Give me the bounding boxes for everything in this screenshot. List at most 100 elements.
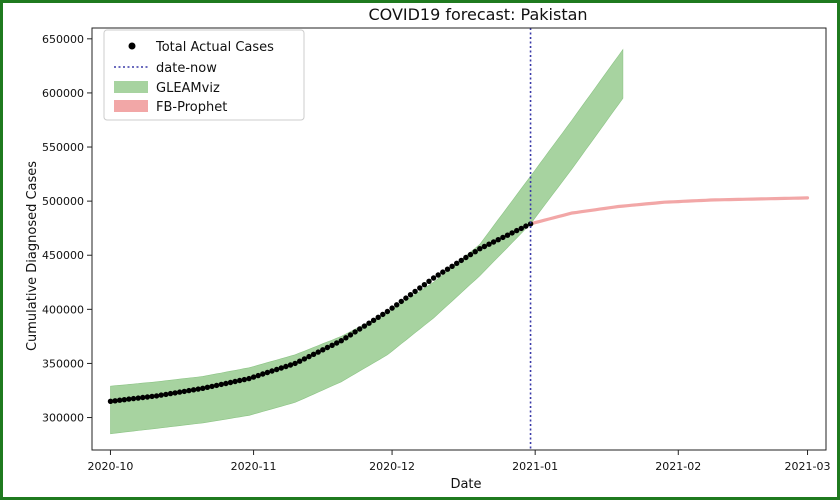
actual-cases-point — [149, 393, 155, 400]
actual-cases-point — [246, 375, 252, 382]
actual-cases-point — [223, 380, 229, 387]
actual-cases-point — [440, 269, 446, 275]
axes-box — [91, 27, 827, 451]
actual-cases-series — [107, 221, 534, 404]
actual-cases-point — [204, 384, 211, 390]
actual-cases-point — [380, 311, 386, 318]
actual-cases-point — [352, 329, 358, 335]
y-tick-label: 350000 — [42, 357, 84, 370]
actual-cases-point — [237, 377, 243, 384]
actual-cases-point — [269, 368, 275, 374]
legend-box — [103, 29, 305, 121]
legend-swatch-prophet — [114, 100, 148, 112]
actual-cases-point — [347, 332, 354, 338]
actual-cases-point — [144, 394, 151, 400]
actual-cases-point — [218, 381, 224, 388]
actual-cases-point — [117, 397, 123, 403]
actual-cases-point — [310, 351, 317, 357]
actual-cases-point — [477, 246, 483, 252]
legend-swatch-gleamviz — [114, 81, 148, 93]
actual-cases-point — [495, 237, 501, 243]
actual-cases-point — [241, 376, 247, 383]
actual-cases-point — [200, 385, 206, 391]
actual-cases-point — [297, 358, 303, 364]
actual-cases-point — [167, 390, 174, 397]
y-tick-label: 600000 — [42, 87, 84, 100]
actual-cases-point — [320, 347, 326, 353]
actual-cases-point — [361, 323, 368, 329]
actual-cases-point — [213, 382, 220, 389]
actual-cases-point — [504, 232, 511, 238]
actual-cases-point — [186, 387, 192, 394]
actual-cases-point — [195, 386, 201, 392]
actual-cases-point — [514, 227, 520, 234]
x-tick-label: 2021-03 — [785, 460, 831, 473]
x-tick-label: 2021-02 — [655, 460, 701, 473]
actual-cases-point — [324, 344, 331, 351]
axes: 300000 350000 400000 450000 500000 550000 6000… — [42, 27, 831, 473]
actual-cases-point — [490, 239, 497, 245]
chart-title: COVID19 forecast: Pakistan — [368, 5, 587, 24]
plot-area — [107, 28, 810, 450]
actual-cases-point — [454, 260, 460, 266]
actual-cases-point — [384, 308, 391, 315]
actual-cases-point — [158, 392, 164, 398]
y-tick-label: 650000 — [42, 33, 84, 46]
y-tick-label: 500000 — [42, 195, 84, 208]
x-tick-label: 2020-12 — [369, 460, 415, 473]
actual-cases-point — [140, 394, 146, 401]
actual-cases-point — [163, 391, 169, 398]
actual-cases-point — [227, 379, 234, 386]
legend-label-prophet: FB-Prophet — [156, 100, 227, 115]
actual-cases-point — [112, 398, 118, 404]
actual-cases-point — [264, 369, 271, 376]
actual-cases-point — [190, 387, 197, 393]
actual-cases-point — [250, 374, 257, 380]
legend-marker-actual — [128, 42, 136, 50]
actual-cases-point — [463, 254, 469, 261]
actual-cases-point — [421, 282, 428, 288]
actual-cases-point — [283, 363, 289, 370]
actual-cases-point — [458, 257, 464, 264]
x-tick-label: 2020-11 — [231, 460, 277, 473]
actual-cases-point — [467, 251, 474, 258]
actual-cases-point — [260, 371, 266, 377]
legend-label-date-now: date-now — [156, 61, 217, 76]
actual-cases-point — [398, 298, 404, 305]
legend-label-gleamviz: GLEAMviz — [156, 81, 220, 96]
actual-cases-point — [394, 302, 400, 308]
actual-cases-point — [481, 243, 488, 250]
actual-cases-point — [366, 320, 372, 326]
y-tick-label: 450000 — [42, 249, 84, 262]
actual-cases-point — [153, 393, 160, 399]
actual-cases-point — [278, 365, 284, 371]
legend: Total Actual Cases date-now GLEAMviz FB-… — [103, 29, 305, 121]
actual-cases-point — [107, 398, 114, 404]
actual-cases-point — [209, 383, 215, 390]
actual-cases-point — [172, 390, 178, 396]
actual-cases-point — [430, 275, 437, 281]
actual-cases-point — [130, 395, 137, 402]
actual-cases-point — [135, 395, 141, 401]
actual-cases-point — [518, 225, 524, 232]
actual-cases-point — [472, 249, 478, 255]
actual-cases-point — [121, 397, 128, 403]
x-tick-label: 2021-01 — [512, 460, 558, 473]
legend-label-actual: Total Actual Cases — [155, 40, 274, 55]
actual-cases-point — [255, 372, 261, 379]
actual-cases-point — [509, 230, 515, 236]
y-tick-label: 300000 — [42, 412, 84, 425]
y-tick-label: 550000 — [42, 141, 84, 154]
y-axis-label: Cumulative Diagnosed Cases — [25, 161, 40, 351]
actual-cases-point — [407, 292, 414, 298]
x-tick-label: 2020-10 — [87, 460, 133, 473]
y-tick-label: 400000 — [42, 303, 84, 316]
prophet-line — [528, 196, 810, 226]
actual-cases-point — [343, 335, 349, 341]
actual-cases-point — [389, 305, 395, 311]
actual-cases-point — [523, 223, 529, 229]
actual-cases-point — [315, 349, 321, 355]
actual-cases-point — [403, 295, 409, 301]
actual-cases-point — [274, 366, 280, 373]
actual-cases-point — [527, 221, 534, 227]
